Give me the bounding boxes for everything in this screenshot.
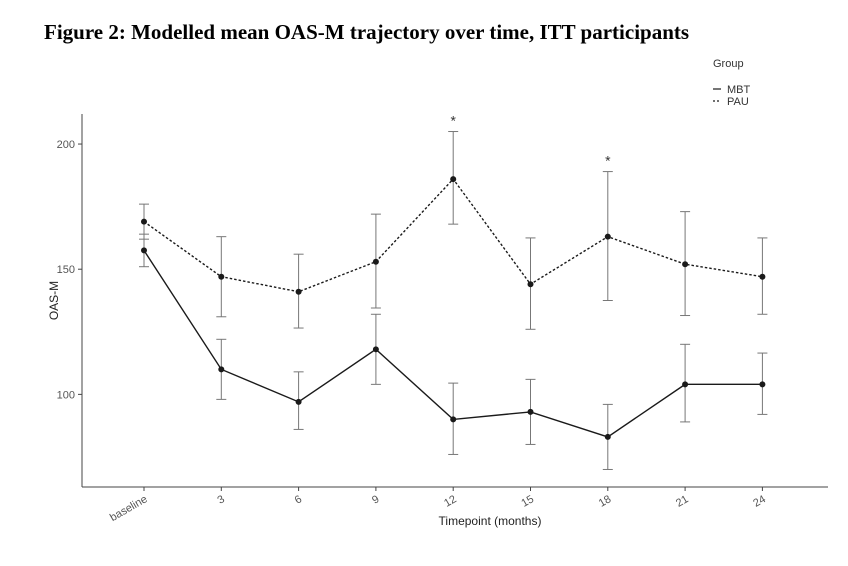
x-tick-label: baseline: [108, 493, 149, 524]
y-tick-label: 200: [57, 139, 75, 151]
figure-title: Figure 2: Modelled mean OAS-M trajectory…: [44, 20, 690, 44]
data-point-pau: [295, 288, 302, 295]
x-tick-label: 9: [370, 493, 381, 506]
data-point-pau: [141, 218, 147, 225]
x-tick-label: 3: [215, 493, 226, 506]
legend-title: Group: [713, 58, 744, 70]
data-point-pau: [218, 273, 225, 280]
x-tick-label: 15: [519, 493, 536, 510]
data-point-pau: [604, 233, 611, 240]
significance-marker: *: [450, 113, 456, 129]
data-point-mbt: [295, 398, 302, 405]
x-tick-label: 24: [751, 493, 768, 510]
data-point-mbt: [759, 381, 766, 388]
data-point-pau: [372, 258, 379, 265]
annotations: **: [450, 113, 611, 169]
data-point-pau: [682, 261, 689, 268]
data-point-mbt: [450, 416, 457, 423]
data-points: [141, 176, 766, 440]
data-point-mbt: [604, 433, 611, 440]
data-point-mbt: [527, 408, 534, 415]
data-point-mbt: [218, 366, 225, 373]
legend-label-pau: PAU: [727, 96, 749, 108]
data-point-mbt: [682, 381, 689, 388]
axes: 100 150 200 baseline 3 6 9 12 15 18 21 24 Timepoint …: [47, 114, 828, 528]
data-point-pau: [759, 273, 766, 280]
x-tick-label: 18: [597, 493, 614, 510]
legend-label-mbt: MBT: [727, 84, 751, 96]
data-point-pau: [527, 281, 534, 288]
significance-marker: *: [605, 153, 611, 169]
data-point-pau: [450, 176, 457, 183]
x-axis-title: Timepoint (months): [439, 514, 542, 528]
x-tick-label: 6: [293, 493, 304, 506]
data-point-mbt: [372, 346, 379, 353]
y-tick-label: 100: [57, 389, 75, 401]
y-axis-title: OAS-M: [47, 281, 61, 320]
y-tick-label: 150: [57, 264, 75, 276]
data-point-mbt: [141, 247, 147, 254]
x-tick-label: 21: [674, 493, 691, 510]
x-tick-label: 12: [442, 493, 459, 510]
